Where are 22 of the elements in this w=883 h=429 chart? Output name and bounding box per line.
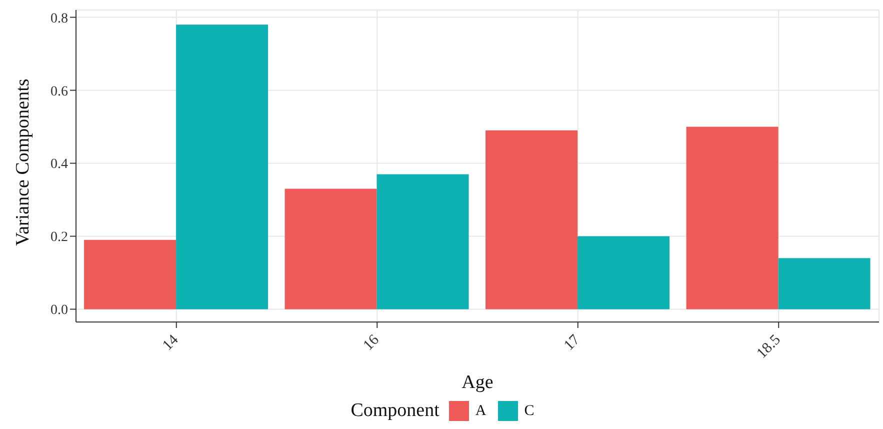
y-tick-label: 0.6	[50, 84, 68, 100]
x-tick-label: 17	[561, 332, 584, 354]
bar	[686, 126, 778, 310]
y-tick-label: 0.2	[50, 230, 68, 246]
x-axis-title: Age	[462, 372, 494, 393]
bar	[578, 236, 670, 310]
bar	[284, 188, 377, 310]
bar	[486, 130, 578, 310]
bar	[778, 258, 870, 310]
x-tick-label: 16	[360, 332, 383, 354]
y-axis-title: Variance Components	[12, 78, 34, 246]
y-tick-label: 0.8	[50, 11, 68, 26]
legend-label: A	[475, 402, 486, 420]
x-tick-label: 18.5	[754, 332, 784, 362]
legend-label: C	[524, 402, 534, 420]
bar	[84, 240, 176, 310]
y-tick-label: 0.0	[50, 303, 68, 318]
y-tick-label: 0.4	[50, 157, 68, 172]
bar	[176, 24, 268, 310]
x-tick-label: 14	[160, 332, 182, 354]
bar	[376, 174, 469, 310]
legend-title: Component	[350, 400, 440, 422]
